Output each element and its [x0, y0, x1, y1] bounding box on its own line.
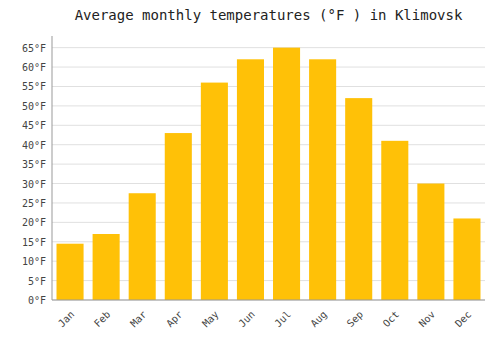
- y-tick-label: 0°F: [28, 295, 46, 306]
- x-tick-label: Dec: [453, 309, 474, 330]
- x-tick-label: Apr: [164, 309, 185, 330]
- x-tick-label: Sep: [345, 309, 366, 330]
- title: Average monthly temperatures (°F ) in Kl…: [75, 7, 463, 23]
- x-tick-label: Feb: [92, 309, 113, 330]
- y-tick-label: 10°F: [22, 256, 46, 267]
- x-tick-label: Oct: [381, 309, 402, 330]
- x-tick-label: May: [200, 309, 221, 330]
- y-tick-label: 45°F: [22, 120, 46, 131]
- bar: [417, 184, 444, 300]
- bar: [129, 193, 156, 300]
- bars: [57, 48, 481, 300]
- y-tick-label: 25°F: [22, 198, 46, 209]
- y-tick-label: 50°F: [22, 101, 46, 112]
- y-tick-label: 65°F: [22, 43, 46, 54]
- y-tick-label: 15°F: [22, 237, 46, 248]
- y-axis-line: [52, 36, 53, 300]
- y-tick-label: 40°F: [22, 140, 46, 151]
- grid: [52, 48, 485, 300]
- bar: [165, 133, 192, 300]
- bar: [309, 59, 336, 300]
- bar: [57, 244, 84, 300]
- grid-line: [52, 67, 485, 68]
- x-tick-label: Jul: [272, 309, 293, 330]
- bar: [345, 98, 372, 300]
- x-axis-line: [52, 300, 485, 301]
- bar: [201, 83, 228, 300]
- grid-line: [52, 164, 485, 165]
- x-tick-label: Nov: [417, 309, 438, 330]
- x-tick-label: Jun: [236, 309, 257, 330]
- y-tick-label: 30°F: [22, 179, 46, 190]
- y-tick-label: 20°F: [22, 217, 46, 228]
- x-tick-label: Aug: [308, 309, 329, 330]
- grid-line: [52, 125, 485, 126]
- y-tick-label: 60°F: [22, 62, 46, 73]
- grid-line: [52, 105, 485, 106]
- grid-line: [52, 300, 485, 301]
- y-tick-label: 55°F: [22, 81, 46, 92]
- y-tick-label: 35°F: [22, 159, 46, 170]
- bar: [273, 48, 300, 300]
- bar: [381, 141, 408, 300]
- bar: [237, 59, 264, 300]
- grid-line: [52, 86, 485, 87]
- bar: [93, 234, 120, 300]
- y-tick-label: 5°F: [28, 276, 46, 287]
- chart: Average monthly temperatures (°F ) in Kl…: [0, 0, 500, 350]
- x-tick-label: Mar: [128, 309, 149, 330]
- x-tick-label: Jan: [56, 309, 77, 330]
- bar: [453, 218, 480, 300]
- grid-line: [52, 47, 485, 48]
- grid-line: [52, 144, 485, 145]
